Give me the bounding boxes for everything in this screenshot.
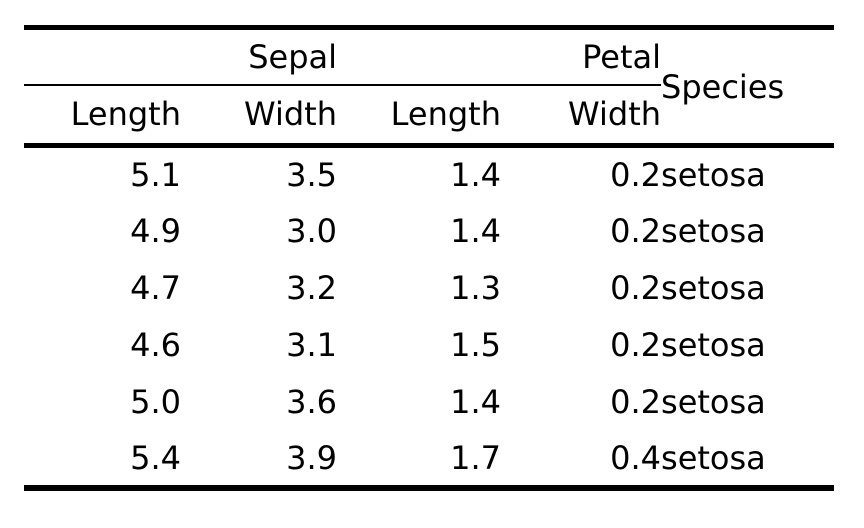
table-row: 4.7 3.2 1.3 0.2 setosa [24,260,834,317]
iris-table: Sepal Petal Species Length Width Length … [24,25,835,491]
cell-sepal-length: 5.0 [130,383,181,421]
cell-species: setosa [661,156,766,195]
cell-species: setosa [661,438,766,477]
cell-species: setosa [661,383,766,421]
cell-sepal-width: 3.1 [286,326,337,364]
cell-petal-length: 1.5 [450,326,501,364]
cell-sepal-length: 5.1 [130,156,181,195]
table-body: 5.1 3.5 1.4 0.2 setosa 4.9 3.0 1.4 0.2 s… [24,146,834,488]
cell-petal-width: 0.2 [610,269,662,307]
cell-sepal-length: 4.9 [130,212,181,250]
cell-petal-length: 1.4 [450,156,501,195]
cell-sepal-length: 4.7 [130,269,181,307]
header-sepal-length: Length [24,84,181,148]
cell-petal-length: 1.4 [450,383,501,421]
header-petal-width: Width [501,84,662,148]
cell-sepal-width: 3.2 [286,269,337,307]
table-row: 4.6 3.1 1.5 0.2 setosa [24,317,834,374]
table-row: 5.1 3.5 1.4 0.2 setosa [24,146,834,203]
cell-petal-width: 0.2 [610,156,662,195]
cell-petal-length: 1.4 [450,212,501,250]
cell-sepal-length: 5.4 [130,438,181,477]
header-petal-length: Length [337,84,501,148]
cell-sepal-width: 3.0 [286,212,337,250]
spanner-petal: Petal [337,27,662,86]
cell-species: setosa [661,326,766,364]
cell-petal-width: 0.2 [610,212,662,250]
cell-petal-length: 1.7 [450,438,501,477]
table-row: 5.4 3.9 1.7 0.4 setosa [24,431,834,488]
table-row: 5.0 3.6 1.4 0.2 setosa [24,374,834,431]
cell-sepal-width: 3.5 [286,156,337,195]
spanner-row: Sepal Petal Species [24,27,835,148]
cell-sepal-length: 4.6 [130,326,181,364]
cell-petal-width: 0.2 [610,326,662,364]
subheader-row: Length Width Length Width [24,84,834,148]
cell-species: setosa [661,269,766,307]
header-species: Species [661,27,835,148]
cell-petal-length: 1.3 [450,269,501,307]
spanner-sepal: Sepal [24,27,337,86]
table-row: 4.9 3.0 1.4 0.2 setosa [24,203,834,260]
cell-petal-width: 0.2 [610,383,662,421]
header-sepal-width: Width [181,84,337,148]
table-header: Sepal Petal Species Length Width Length … [24,27,835,148]
cell-sepal-width: 3.9 [286,438,337,477]
cell-petal-width: 0.4 [610,438,662,477]
cell-species: setosa [661,212,766,250]
cell-sepal-width: 3.6 [286,383,337,421]
